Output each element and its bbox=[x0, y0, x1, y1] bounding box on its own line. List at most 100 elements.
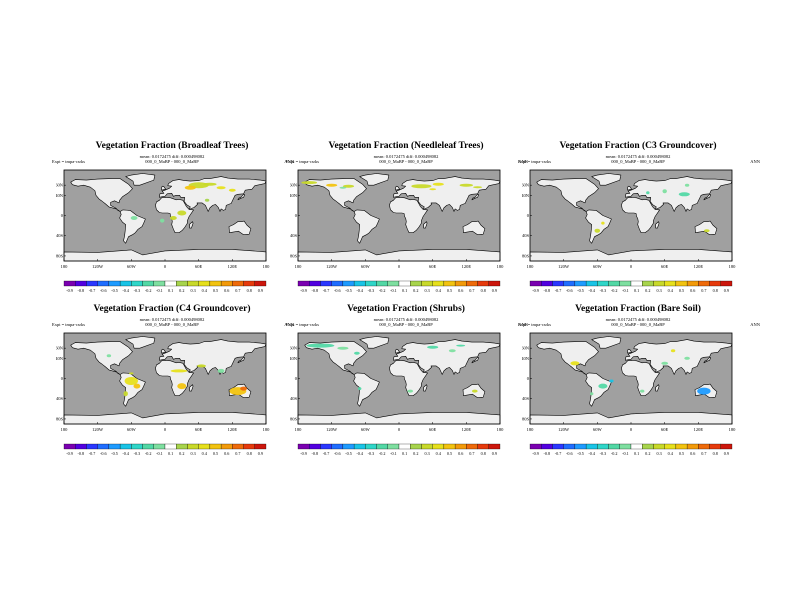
colorbar-label: -0.9 bbox=[532, 451, 539, 456]
colorbar-label: 0.1 bbox=[402, 288, 407, 293]
land-madagascar bbox=[655, 384, 660, 392]
colorbar-label: 0.7 bbox=[701, 451, 706, 456]
land-africa bbox=[389, 359, 428, 396]
lon-tick-label: 120W bbox=[326, 427, 338, 432]
colorbar-label: 0.6 bbox=[690, 451, 695, 456]
colorbar: -0.9 -0.8 -0.7 -0.6 -0.5 -0.4 -0.3 -0.2 -0.1 0.1 0… bbox=[63, 280, 267, 293]
colorbar-label: 0.3 bbox=[424, 451, 429, 456]
colorbar-label: 0.9 bbox=[724, 451, 729, 456]
anomaly-patch bbox=[684, 183, 690, 187]
anomaly-patch bbox=[240, 386, 248, 391]
land-greenland bbox=[125, 173, 156, 186]
lon-tick-label: 0 bbox=[164, 427, 167, 432]
colorbar-label: 0.8 bbox=[713, 288, 718, 293]
colorbar-swatch bbox=[608, 443, 620, 450]
colorbar-swatch bbox=[119, 280, 132, 287]
colorbar-label: -0.2 bbox=[611, 288, 618, 293]
lon-tick-label: 60E bbox=[429, 264, 437, 269]
anomaly-patch bbox=[684, 356, 690, 360]
anomaly-patch bbox=[130, 216, 138, 220]
land-south-america bbox=[353, 372, 380, 407]
colorbar-label: -0.3 bbox=[134, 451, 141, 456]
anomaly-patch bbox=[124, 377, 138, 385]
colorbar-label: 0.5 bbox=[679, 451, 684, 456]
anomaly-patch bbox=[133, 383, 141, 389]
colorbar-label: 0.5 bbox=[447, 288, 452, 293]
colorbar-swatch bbox=[97, 443, 110, 450]
season-label: ANN bbox=[518, 159, 528, 164]
anomaly-patch bbox=[640, 389, 645, 393]
land-japan bbox=[703, 356, 711, 364]
colorbar-swatch bbox=[630, 443, 643, 450]
anomaly-patch bbox=[590, 392, 594, 396]
colorbar-swatch bbox=[75, 280, 87, 287]
lon-tick-label: 180 bbox=[295, 264, 303, 269]
colorbar-label: -0.7 bbox=[555, 288, 562, 293]
lon-tick-label: 120W bbox=[558, 427, 570, 432]
colorbar-swatch bbox=[574, 280, 587, 287]
anomaly-patch bbox=[678, 192, 690, 197]
land-uk bbox=[395, 185, 400, 191]
panel-title: Vegetation Fraction (C4 Groundcover) bbox=[93, 304, 251, 314]
lon-tick-label: 0 bbox=[398, 427, 401, 432]
colorbar-swatch bbox=[597, 280, 609, 287]
colorbar-label: -0.4 bbox=[588, 288, 596, 293]
colorbar-label: 0.6 bbox=[458, 451, 463, 456]
stat-line: mean: 0.0172475 diff: 0.000498082 000_0_M… bbox=[290, 317, 522, 327]
expt-label: Expt = tmpa-csrks bbox=[286, 322, 320, 327]
colorbar-label: -0.4 bbox=[122, 288, 130, 293]
land-japan bbox=[703, 193, 711, 201]
colorbar-label: -0.6 bbox=[566, 288, 573, 293]
colorbar-swatch bbox=[387, 443, 400, 450]
lat-tick-label: 80S bbox=[56, 416, 63, 421]
anomaly-patch bbox=[448, 349, 456, 353]
season-label: ANN bbox=[750, 159, 760, 164]
anomaly-patch bbox=[342, 184, 355, 188]
anomaly-patch bbox=[123, 391, 128, 397]
colorbar-swatch bbox=[309, 280, 321, 287]
colorbar-swatch bbox=[209, 443, 222, 450]
colorbar-swatch bbox=[209, 280, 222, 287]
anomaly-patch bbox=[197, 364, 206, 368]
colorbar-swatch bbox=[421, 443, 433, 450]
colorbar-label: 0.3 bbox=[656, 288, 661, 293]
colorbar-swatch bbox=[198, 443, 211, 450]
anomaly-patch bbox=[354, 351, 360, 355]
anomaly-patch bbox=[661, 361, 669, 365]
lon-tick-label: 0 bbox=[164, 264, 167, 269]
panel-title: Vegetation Fraction (Needleleaf Trees) bbox=[328, 141, 484, 151]
colorbar-swatch bbox=[220, 443, 233, 450]
stat-line-1: mean: 0.0172475 diff: 0.000498082 bbox=[139, 154, 205, 159]
panel-c4-groundcover: Vegetation Fraction (C4 Groundcover) mea… bbox=[52, 304, 294, 469]
expt-label: Expt = tmpa-csrks bbox=[286, 159, 320, 164]
colorbar-swatch bbox=[232, 280, 244, 287]
colorbar-swatch bbox=[642, 280, 654, 287]
expt-label: Expt = tmpa-csrks bbox=[518, 159, 552, 164]
lon-tick-label: 180 bbox=[295, 427, 303, 432]
colorbar-swatch bbox=[608, 280, 620, 287]
land-greenland bbox=[125, 336, 156, 349]
land-africa bbox=[621, 196, 660, 233]
land-australia bbox=[694, 220, 718, 235]
lat-tick-label: 80S bbox=[522, 253, 529, 258]
colorbar-label: -0.7 bbox=[555, 451, 562, 456]
colorbar: -0.9 -0.8 -0.7 -0.6 -0.5 -0.4 -0.3 -0.2 -0.1 0.1 0… bbox=[63, 443, 267, 456]
land-uk bbox=[161, 185, 166, 191]
land-eurasia bbox=[625, 339, 733, 375]
colorbar-swatch bbox=[164, 443, 177, 450]
colorbar-swatch bbox=[630, 280, 643, 287]
map: 60N 40N 0 40S 80S 180 120W 60W 0 60E 120E 180 bbox=[522, 169, 736, 269]
colorbar-label: 0.4 bbox=[202, 288, 208, 293]
colorbar-label: -0.8 bbox=[311, 451, 318, 456]
colorbar-swatch bbox=[97, 280, 110, 287]
colorbar-swatch bbox=[309, 443, 321, 450]
colorbar-label: -0.1 bbox=[622, 451, 629, 456]
colorbar-swatch bbox=[664, 443, 677, 450]
land-eurasia bbox=[159, 176, 267, 212]
stat-line-2: 000_0_MaBP - 000_0_MaBP bbox=[611, 322, 665, 327]
lon-tick-label: 120E bbox=[228, 427, 238, 432]
colorbar-swatch bbox=[709, 443, 721, 450]
lon-tick-label: 180 bbox=[729, 427, 737, 432]
colorbar-label: -0.1 bbox=[156, 288, 163, 293]
lat-tick-label: 40N bbox=[522, 193, 530, 198]
